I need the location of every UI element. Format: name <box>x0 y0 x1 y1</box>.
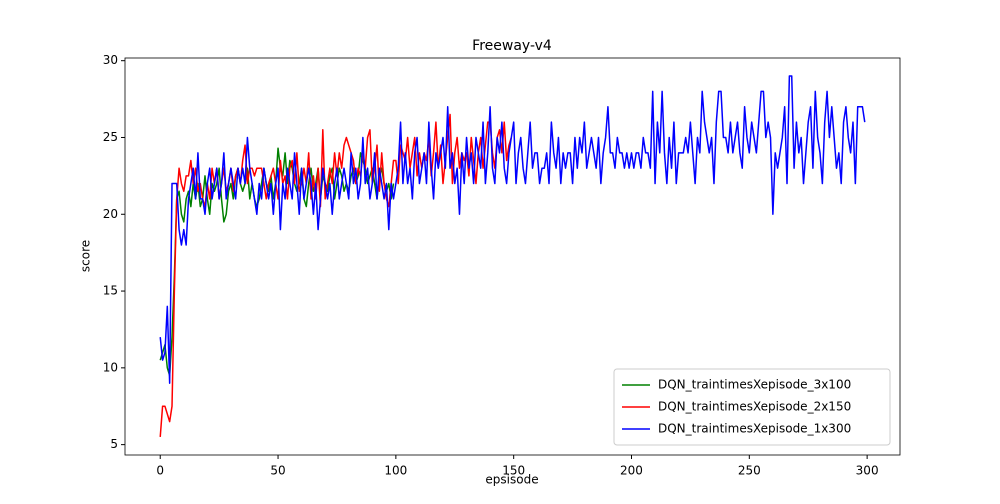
y-tick-label: 30 <box>103 53 118 67</box>
series-line <box>159 75 866 384</box>
x-tick-label: 150 <box>502 464 525 478</box>
x-tick-label: 300 <box>856 464 879 478</box>
y-tick-label: 20 <box>103 207 118 221</box>
axes-frame <box>124 57 901 456</box>
x-tick-label: 50 <box>270 464 285 478</box>
x-tick-label: 0 <box>156 464 164 478</box>
legend-label: DQN_traintimesXepisode_1x300 <box>658 422 851 436</box>
chart-title: Freeway-v4 <box>472 38 552 54</box>
legend-label: DQN_traintimesXepisode_2x150 <box>658 400 851 414</box>
x-tick-label: 100 <box>384 464 407 478</box>
y-tick-label: 5 <box>110 437 118 451</box>
x-tick-label: 200 <box>620 464 643 478</box>
x-axis-label: epsisode <box>485 473 538 487</box>
y-tick-label: 15 <box>103 284 118 298</box>
y-axis-label: score <box>79 240 93 272</box>
x-tick-label: 250 <box>738 464 761 478</box>
legend-box <box>613 368 891 446</box>
y-tick-label: 10 <box>103 360 118 374</box>
y-tick-label: 25 <box>103 130 118 144</box>
legend-label: DQN_traintimesXepisode_3x100 <box>658 378 851 392</box>
